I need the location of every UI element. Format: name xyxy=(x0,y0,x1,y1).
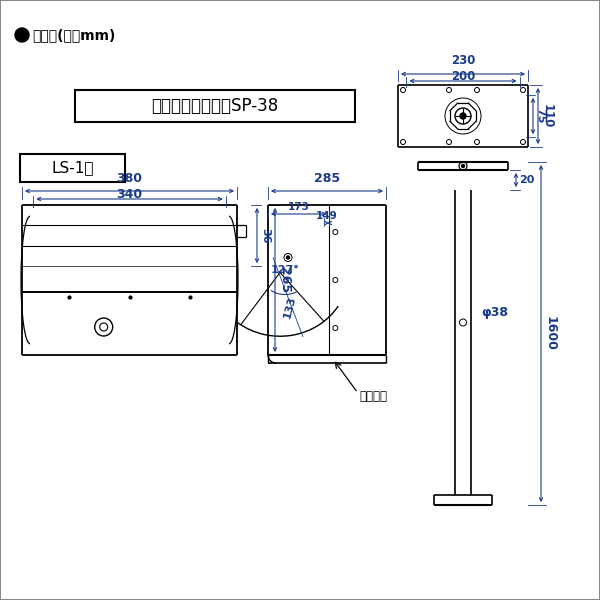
Bar xyxy=(20,154,125,182)
Text: 寸法図(単位mm): 寸法図(単位mm) xyxy=(32,28,115,42)
Text: 127°: 127° xyxy=(271,265,300,275)
Text: ステンレスポールSP-38: ステンレスポールSP-38 xyxy=(151,97,278,115)
Text: 110: 110 xyxy=(541,104,554,128)
Text: 36: 36 xyxy=(260,228,270,244)
Text: 380: 380 xyxy=(116,172,143,185)
Circle shape xyxy=(287,256,290,259)
Text: 173: 173 xyxy=(288,202,310,212)
Text: 149: 149 xyxy=(316,211,338,221)
Text: 340: 340 xyxy=(116,188,143,201)
Bar xyxy=(75,90,355,122)
Text: 285: 285 xyxy=(314,172,340,185)
Text: 230: 230 xyxy=(451,54,475,67)
Text: 20: 20 xyxy=(519,175,535,185)
Text: 75: 75 xyxy=(535,109,545,124)
Text: 265: 265 xyxy=(278,267,291,293)
Circle shape xyxy=(460,113,466,119)
Circle shape xyxy=(461,164,464,167)
Text: 中敷き板: 中敷き板 xyxy=(360,391,388,403)
Text: 1600: 1600 xyxy=(544,316,557,351)
Circle shape xyxy=(15,28,29,42)
Text: φ38: φ38 xyxy=(481,306,508,319)
Text: LS-1型: LS-1型 xyxy=(51,160,94,175)
Text: 200: 200 xyxy=(451,70,475,83)
Text: 133: 133 xyxy=(282,295,298,319)
